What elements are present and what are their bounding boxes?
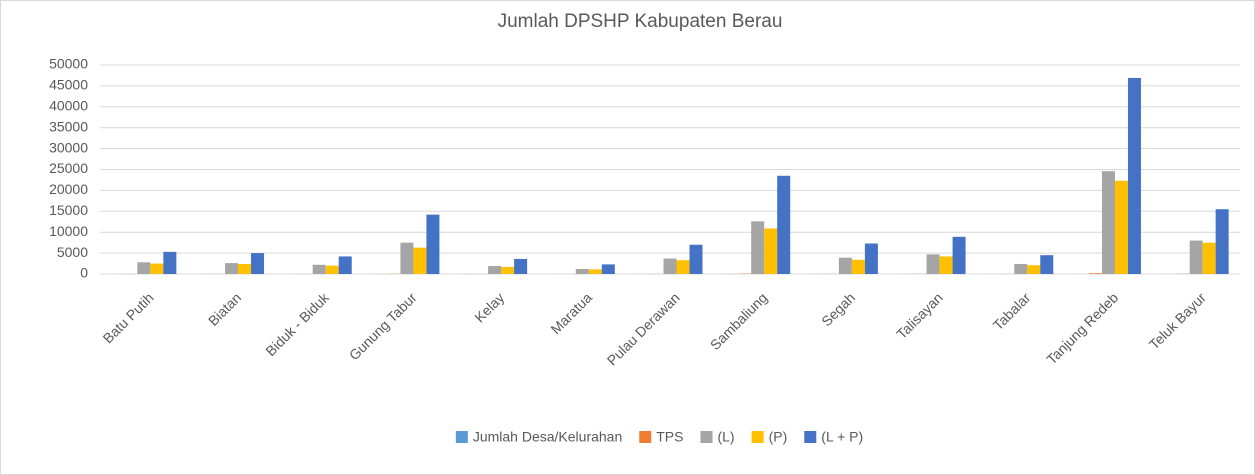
y-tick-label: 30000 <box>49 139 88 155</box>
bar <box>575 268 589 274</box>
chart-title: Jumlah DPSHP Kabupaten Berau <box>498 11 783 32</box>
y-tick-label: 40000 <box>49 98 88 114</box>
bar <box>764 228 778 274</box>
bar <box>325 265 339 274</box>
y-tick-label: 5000 <box>57 244 88 260</box>
bar <box>851 259 865 274</box>
y-tick-label: 20000 <box>49 181 88 197</box>
legend-label: (L) <box>717 429 734 445</box>
bar <box>1027 265 1041 274</box>
legend-swatch <box>804 431 817 443</box>
bar <box>1127 77 1141 274</box>
bar <box>1014 263 1028 274</box>
y-tick-label: 35000 <box>49 118 88 134</box>
y-tick-label: 25000 <box>49 160 88 176</box>
y-tick-label: 45000 <box>49 77 88 93</box>
legend-label: TPS <box>656 429 683 445</box>
bar <box>952 236 966 274</box>
bar <box>689 244 703 274</box>
bar <box>676 260 690 274</box>
bar <box>1215 209 1229 274</box>
bar <box>939 256 953 274</box>
bar <box>501 266 515 274</box>
bar <box>1040 255 1054 274</box>
legend-label: (P) <box>769 429 788 445</box>
legend-swatch <box>751 431 764 443</box>
legend-label: (L + P) <box>821 429 863 445</box>
bar <box>1114 180 1128 274</box>
bar <box>251 253 265 274</box>
bar <box>137 262 151 274</box>
bar <box>488 266 502 274</box>
bar <box>413 247 427 274</box>
bar <box>312 264 326 274</box>
bar <box>400 242 414 274</box>
bar <box>1088 273 1102 274</box>
legend-label: Jumlah Desa/Kelurahan <box>473 429 622 445</box>
bar <box>926 254 940 274</box>
bar <box>238 263 252 274</box>
y-tick-label: 15000 <box>49 202 88 218</box>
y-tick-label: 0 <box>80 265 88 281</box>
bar <box>864 243 878 274</box>
bar <box>588 269 602 274</box>
y-tick-label: 50000 <box>49 56 88 72</box>
y-tick-label: 10000 <box>49 223 88 239</box>
bar <box>838 257 852 274</box>
bar <box>225 263 239 274</box>
bar <box>514 258 528 274</box>
bar <box>150 263 164 274</box>
bar <box>1202 242 1216 274</box>
legend-swatch <box>700 431 713 443</box>
bar <box>1189 240 1203 274</box>
legend-swatch <box>639 431 652 443</box>
bar <box>601 264 615 274</box>
bar <box>777 175 791 274</box>
bar <box>1101 171 1115 274</box>
bar <box>751 221 765 274</box>
bar <box>663 258 677 274</box>
bar <box>338 256 352 274</box>
bar <box>163 251 177 274</box>
bar <box>426 214 440 274</box>
legend-swatch <box>455 431 468 443</box>
